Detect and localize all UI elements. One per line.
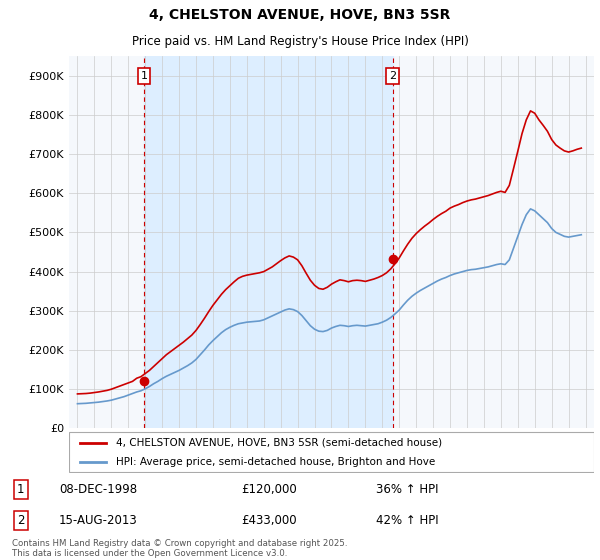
Text: 2: 2 bbox=[389, 71, 397, 81]
Text: 15-AUG-2013: 15-AUG-2013 bbox=[59, 514, 137, 527]
Text: Price paid vs. HM Land Registry's House Price Index (HPI): Price paid vs. HM Land Registry's House … bbox=[131, 35, 469, 48]
Text: 4, CHELSTON AVENUE, HOVE, BN3 5SR: 4, CHELSTON AVENUE, HOVE, BN3 5SR bbox=[149, 8, 451, 22]
FancyBboxPatch shape bbox=[69, 432, 594, 473]
Text: 4, CHELSTON AVENUE, HOVE, BN3 5SR (semi-detached house): 4, CHELSTON AVENUE, HOVE, BN3 5SR (semi-… bbox=[116, 437, 442, 447]
Text: HPI: Average price, semi-detached house, Brighton and Hove: HPI: Average price, semi-detached house,… bbox=[116, 457, 436, 467]
Text: £120,000: £120,000 bbox=[241, 483, 297, 496]
Text: 08-DEC-1998: 08-DEC-1998 bbox=[59, 483, 137, 496]
Text: Contains HM Land Registry data © Crown copyright and database right 2025.
This d: Contains HM Land Registry data © Crown c… bbox=[12, 539, 347, 558]
Text: 2: 2 bbox=[17, 514, 25, 527]
Text: 36% ↑ HPI: 36% ↑ HPI bbox=[376, 483, 439, 496]
Text: 1: 1 bbox=[140, 71, 148, 81]
Text: £433,000: £433,000 bbox=[241, 514, 297, 527]
Bar bbox=[144, 56, 393, 428]
Text: 42% ↑ HPI: 42% ↑ HPI bbox=[376, 514, 439, 527]
Text: 1: 1 bbox=[17, 483, 25, 496]
